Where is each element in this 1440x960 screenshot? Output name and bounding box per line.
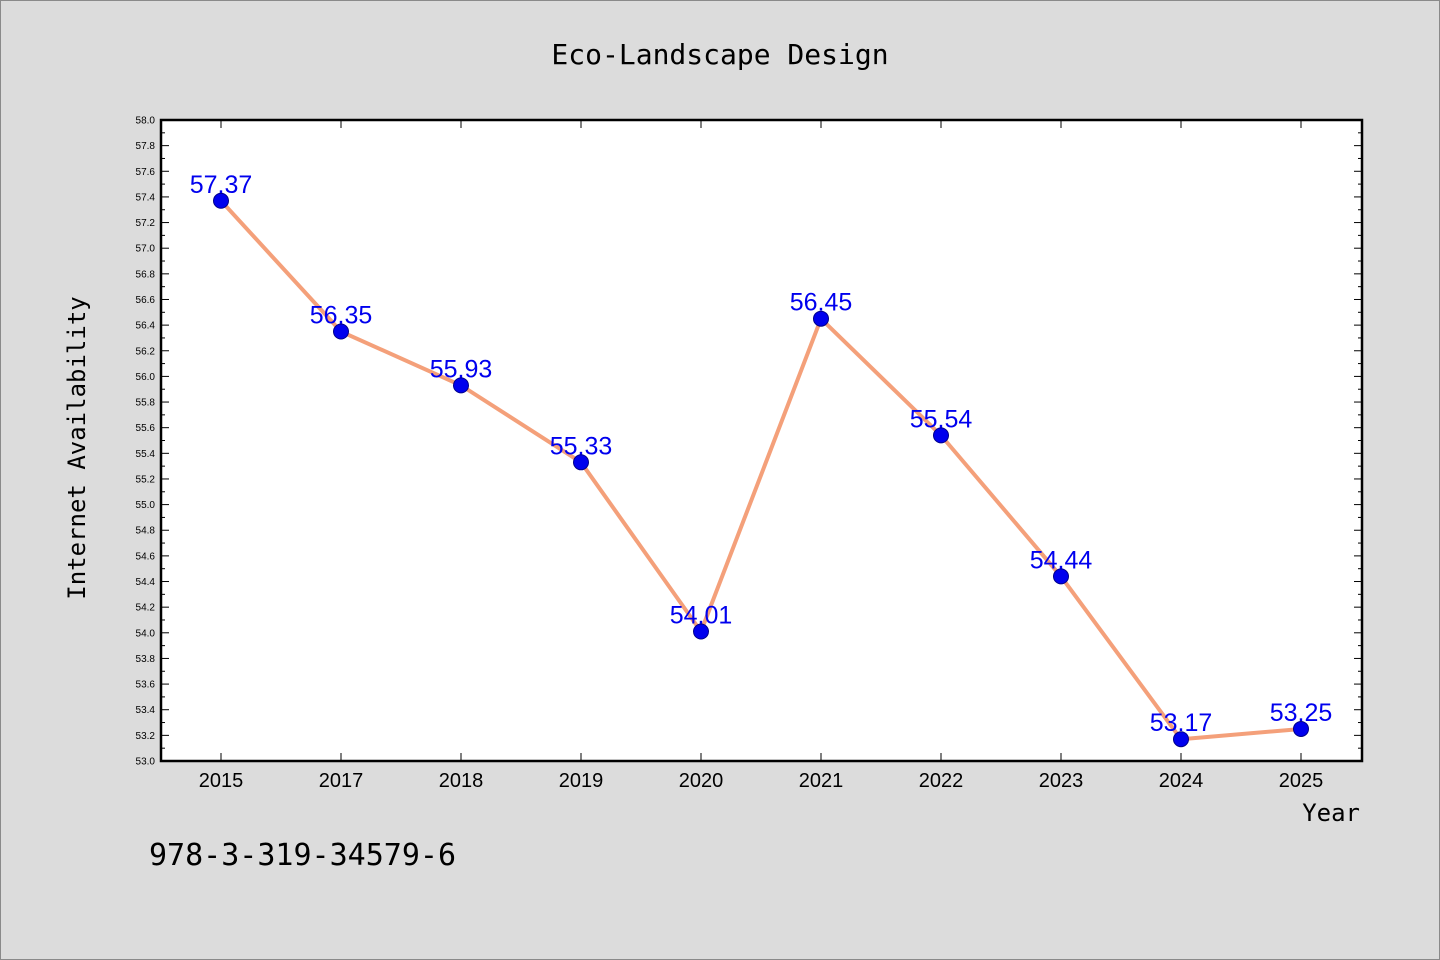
x-tick-label: 2023 — [1039, 770, 1084, 792]
x-axis-label: Year — [1302, 799, 1360, 827]
y-tick-label: 56.2 — [136, 346, 156, 357]
data-point — [813, 310, 829, 327]
y-tick-label: 55.8 — [136, 398, 156, 409]
data-point — [333, 323, 349, 340]
data-label: 57.37 — [190, 171, 253, 199]
y-tick-label: 57.6 — [136, 167, 156, 178]
x-tick-label: 2018 — [439, 770, 484, 792]
y-tick-label: 54.8 — [136, 526, 156, 537]
x-tick-label: 2025 — [1279, 770, 1324, 792]
y-tick-label: 56.8 — [136, 269, 156, 280]
data-point — [453, 377, 469, 394]
y-tick-label: 54.4 — [136, 577, 156, 588]
y-tick-label: 56.6 — [136, 295, 156, 306]
y-tick-label: 55.2 — [136, 474, 156, 485]
y-tick-label: 58.0 — [136, 116, 156, 127]
x-tick-label: 2020 — [679, 770, 724, 792]
y-tick-label: 53.8 — [136, 654, 156, 665]
data-point — [573, 454, 589, 471]
series-markers — [213, 192, 1309, 748]
footer-text: 978-3-319-34579-6 — [149, 838, 456, 873]
y-tick-label: 57.2 — [136, 218, 156, 229]
y-tick-label: 57.8 — [136, 141, 156, 152]
series-line — [219, 199, 1302, 742]
y-tick-label: 54.2 — [136, 603, 156, 614]
data-point — [213, 192, 229, 209]
y-axis: 53.0 53.2 53.4 53.6 53.8 54.0 54.2 54.4 54.6 54.8… — [136, 116, 1362, 768]
data-label: 56.35 — [310, 302, 373, 330]
y-tick-label: 54.0 — [136, 628, 156, 639]
y-tick-label: 53.0 — [136, 757, 156, 768]
data-label: 55.93 — [430, 355, 493, 383]
data-point — [933, 427, 949, 444]
data-point — [693, 623, 709, 640]
y-tick-label: 53.4 — [136, 705, 156, 716]
y-tick-label: 57.0 — [136, 244, 156, 255]
data-label: 53.17 — [1150, 709, 1213, 737]
y-tick-label: 55.6 — [136, 423, 156, 434]
x-tick-label: 2022 — [919, 770, 964, 792]
data-label: 54.44 — [1030, 546, 1093, 574]
y-tick-label: 53.2 — [136, 731, 156, 742]
y-tick-label: 57.4 — [136, 192, 156, 203]
data-label: 55.33 — [550, 432, 613, 460]
data-point — [1173, 731, 1189, 748]
x-tick-label: 2019 — [559, 770, 604, 792]
data-label: 56.45 — [790, 289, 853, 317]
x-tick-label: 2017 — [319, 770, 364, 792]
y-tick-label: 54.6 — [136, 551, 156, 562]
data-point — [1293, 720, 1309, 737]
data-label: 53.25 — [1270, 699, 1333, 727]
y-axis-label: Internet Availability — [63, 296, 91, 599]
y-tick-label: 56.4 — [136, 321, 156, 332]
x-tick-label: 2024 — [1159, 770, 1204, 792]
x-tick-label: 2021 — [799, 770, 844, 792]
data-label: 54.01 — [670, 602, 733, 630]
chart-title: Eco-Landscape Design — [551, 38, 888, 71]
data-label: 55.54 — [910, 405, 973, 433]
x-tick-label: 2015 — [199, 770, 244, 792]
y-tick-label: 55.0 — [136, 500, 156, 511]
data-labels: 57.37 56.35 55.93 55.33 54.01 56.45 55.54 54.44… — [190, 171, 1333, 737]
y-tick-label: 53.6 — [136, 680, 156, 691]
x-axis: 2015 2017 2018 2019 2020 2021 2022 2023 2024 2025 — [199, 120, 1324, 792]
y-tick-label: 55.4 — [136, 449, 156, 460]
y-tick-label: 56.0 — [136, 372, 156, 383]
plot-area — [159, 118, 1364, 763]
data-point — [1053, 568, 1069, 585]
